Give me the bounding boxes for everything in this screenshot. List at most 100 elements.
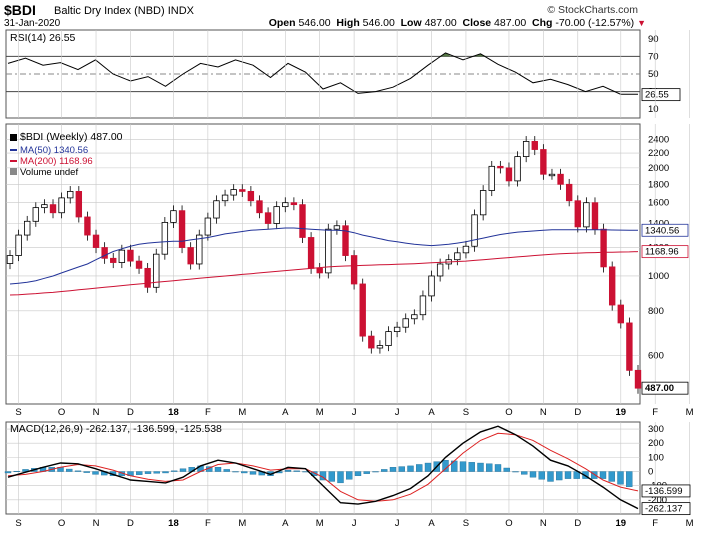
macd-tick-label: 100	[648, 452, 664, 463]
x-axis-label: 18	[168, 518, 179, 529]
macd-hist-bar	[83, 471, 90, 473]
candle-body	[531, 141, 538, 150]
macd-hist-bar	[92, 471, 99, 475]
candle-body	[393, 326, 401, 332]
macd-hist-bar	[608, 471, 615, 482]
macd-hist-bar	[538, 471, 545, 480]
candle-body	[170, 210, 177, 223]
rsi-title: RSI(14) 26.55	[10, 32, 76, 44]
rsi-tick-label: 50	[648, 69, 659, 80]
x-axis-label: 18	[168, 407, 179, 418]
macd-tick-label: -200	[648, 495, 667, 506]
x-axis-label: M	[238, 518, 246, 529]
symbol-title: $BDI	[4, 2, 36, 18]
macd-hist-bar	[564, 471, 572, 479]
candle-body	[213, 200, 220, 219]
macd-hist-bar	[153, 471, 160, 474]
macd-hist-bar	[74, 470, 82, 472]
x-axis-label: J	[352, 518, 357, 529]
ma200-line	[9, 251, 639, 296]
x-axis-label: D	[127, 518, 134, 529]
chg-value: -70.00 (-12.57%)	[555, 17, 635, 29]
candle-body	[144, 267, 151, 288]
x-axis-label: 19	[616, 518, 627, 529]
macd-tick-label: 300	[648, 424, 664, 435]
macd-hist-bar	[337, 471, 344, 484]
candle-body	[522, 141, 530, 158]
x-axis-label: N	[540, 407, 547, 418]
candle-body	[497, 165, 504, 169]
macd-hist-bar	[512, 471, 519, 473]
candle-body	[471, 214, 478, 247]
candle-body	[385, 331, 392, 346]
candle-body	[247, 191, 255, 202]
candle-body	[58, 197, 65, 214]
candle-body	[505, 167, 513, 182]
candle-body	[187, 247, 194, 265]
x-axis-label: O	[58, 407, 65, 418]
macd-hist-bar	[363, 471, 370, 474]
macd-hist-bar	[503, 467, 510, 472]
candle-body	[411, 314, 418, 320]
candle-body	[273, 206, 280, 224]
price-panel-frame	[5, 123, 641, 405]
x-axis-label: S	[463, 518, 469, 529]
candle-body	[359, 283, 366, 337]
candle-body	[92, 234, 100, 248]
candle-body	[350, 255, 358, 285]
candle-body	[204, 217, 212, 236]
low-label: Low	[400, 17, 422, 29]
macd-hist-bar	[398, 466, 405, 472]
legend-swatch-volume	[10, 168, 17, 175]
macd-line	[7, 425, 639, 510]
candle-body	[342, 225, 349, 256]
rsi-tick-label: 90	[648, 34, 659, 45]
x-axis-label: F	[205, 407, 211, 418]
instrument-label: Baltic Dry Index (NBD)	[54, 5, 165, 17]
candle-body	[127, 249, 134, 262]
candle-body	[617, 304, 624, 324]
candle-body	[75, 191, 83, 218]
instrument-name: Baltic Dry Index (NBD) INDX	[54, 5, 194, 17]
x-axis-label: S	[463, 407, 469, 418]
macd-last-label: -136.599	[645, 486, 683, 497]
ma50-last-label: 1340.56	[645, 225, 679, 236]
candle-body	[376, 345, 384, 349]
candle-body	[454, 252, 461, 261]
x-axis-label: D	[574, 407, 581, 418]
price-tick-label: 2000	[648, 163, 669, 174]
x-axis-label: M	[238, 407, 246, 418]
x-axis-label: A	[282, 407, 289, 418]
candle-body	[290, 202, 298, 206]
close-last-box	[641, 381, 689, 395]
rsi-last-label: 26.55	[645, 90, 669, 101]
x-axis-label: D	[574, 518, 581, 529]
macd-hist-bar	[66, 468, 73, 472]
macd-hist-bar	[162, 471, 169, 474]
candle-body	[6, 255, 14, 264]
macd-hist-bar	[293, 470, 300, 472]
macd-hist-bar	[354, 471, 362, 476]
candle-body	[402, 318, 409, 328]
macd-hist-bar	[4, 471, 12, 474]
rsi-tick-label: 10	[648, 104, 659, 115]
macd-hist-bar	[486, 463, 493, 472]
candle-body	[565, 183, 573, 202]
macd-hist-bar	[459, 461, 467, 472]
ma50-last-box	[641, 223, 689, 237]
candle-body	[110, 257, 117, 263]
x-axis-label: F	[652, 518, 658, 529]
price-tick-label: 800	[648, 306, 664, 317]
macd-hist-bar	[477, 462, 484, 472]
candle-body	[299, 204, 306, 238]
candle-body	[135, 260, 143, 269]
macd-tick-label: 0	[648, 467, 653, 478]
high-label: High	[336, 17, 360, 29]
candle-body	[221, 194, 229, 202]
quote-summary: Open 546.00 High 546.00 Low 487.00 Close…	[269, 17, 646, 29]
signal-line	[7, 432, 639, 502]
candle-body	[333, 225, 341, 230]
macd-hist-bar	[468, 462, 475, 472]
macd-hist-bar	[372, 471, 379, 473]
ma50-line	[9, 227, 639, 285]
